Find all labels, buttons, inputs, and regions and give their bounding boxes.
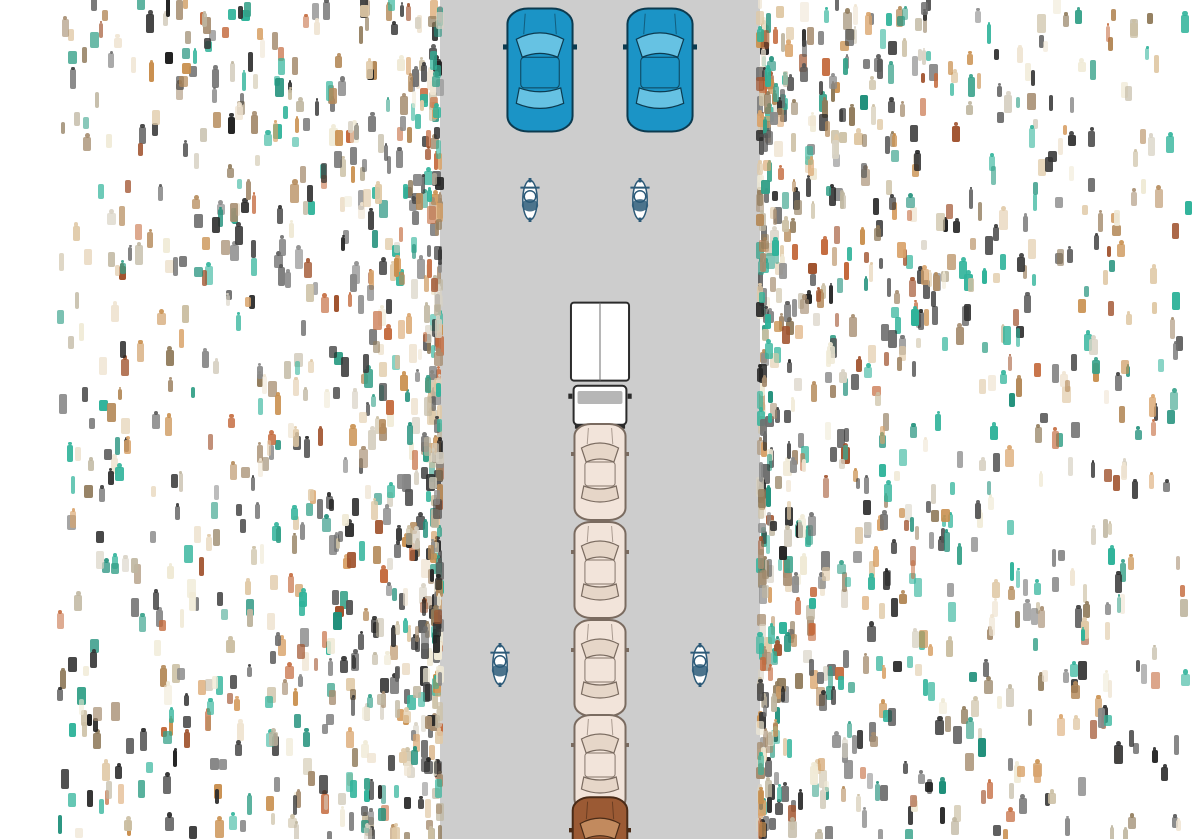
crowd-right xyxy=(760,0,1190,839)
sedan-3-icon xyxy=(571,618,629,718)
moto-front-left-icon xyxy=(518,178,542,222)
moto-mid-right-icon xyxy=(688,643,712,687)
sedan-1-icon xyxy=(571,422,629,522)
truck-center-icon xyxy=(567,300,633,430)
crowd-left xyxy=(60,0,440,839)
motorcade-diagram xyxy=(0,0,1200,839)
moto-front-right-icon xyxy=(628,178,652,222)
lead-car-left-icon xyxy=(503,6,577,134)
tail-car-icon xyxy=(569,795,631,839)
moto-mid-left-icon xyxy=(488,643,512,687)
lead-car-right-icon xyxy=(623,6,697,134)
sedan-2-icon xyxy=(571,520,629,620)
